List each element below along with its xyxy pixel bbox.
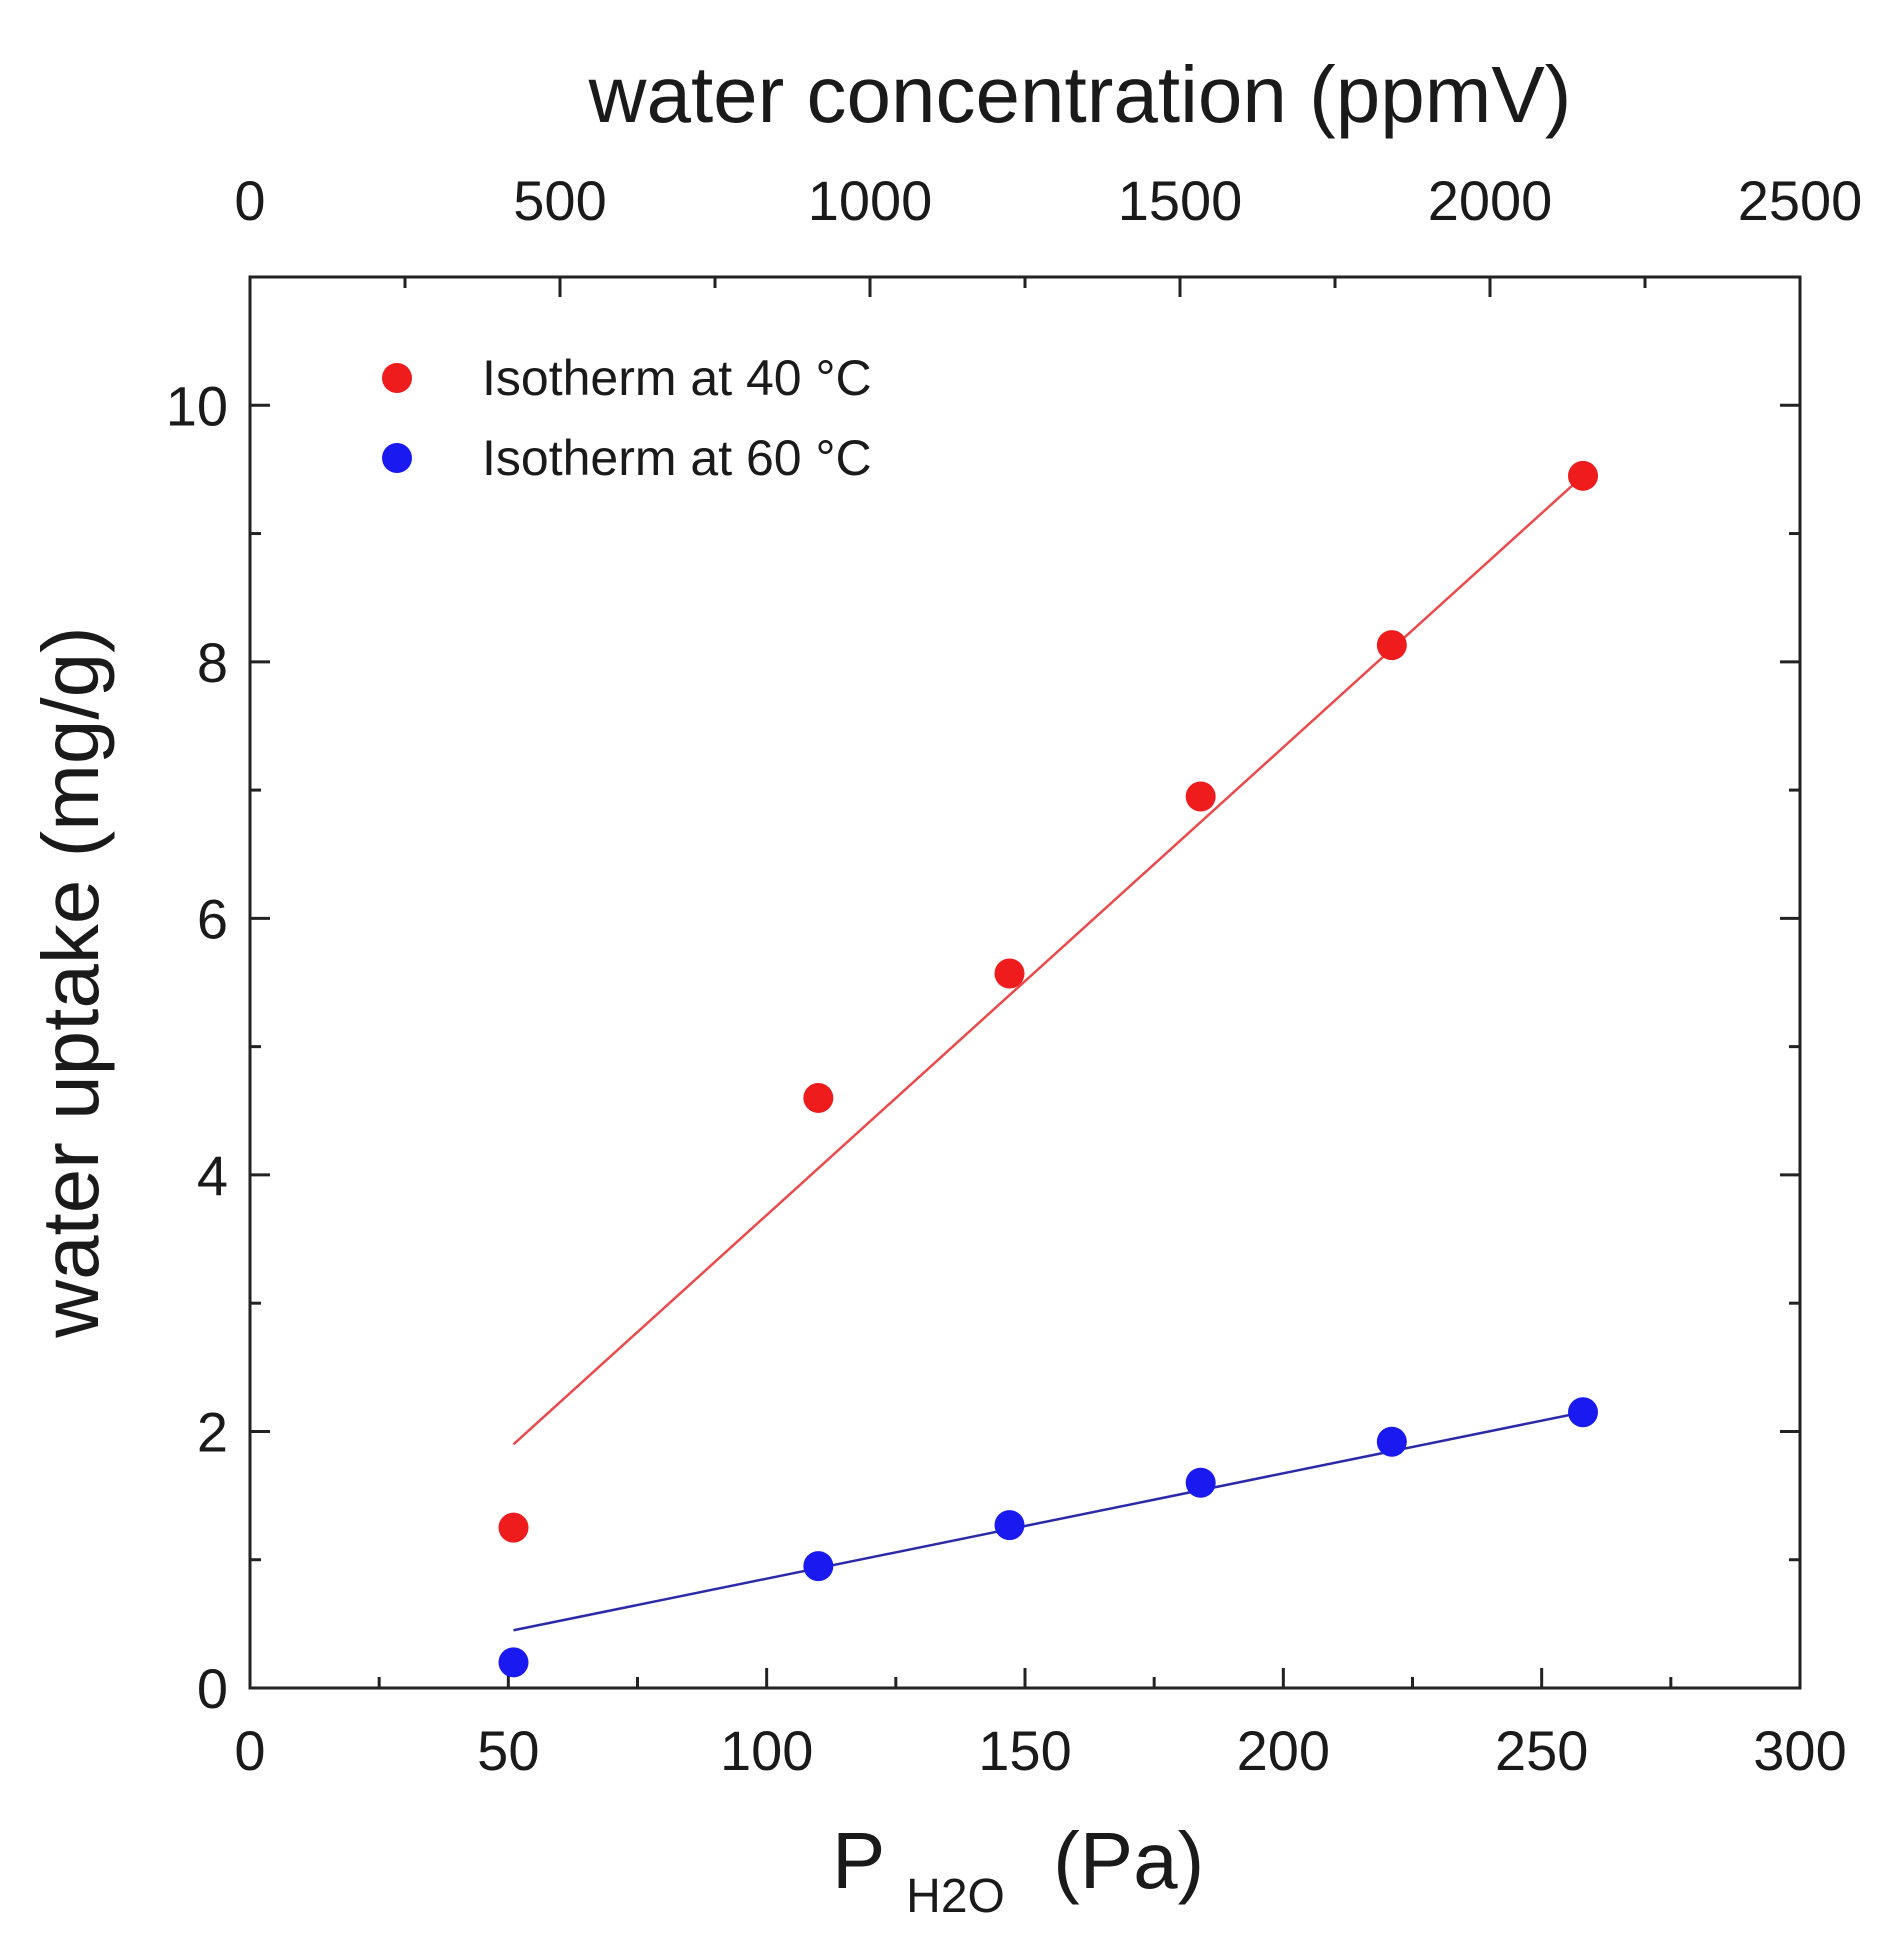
x-tick-label: 250 — [1495, 1719, 1588, 1782]
data-point-series-2 — [1568, 1397, 1598, 1428]
top-tick-label: 2000 — [1428, 169, 1553, 232]
x-axis-title-unit: (Pa) — [1053, 1816, 1204, 1905]
data-point-series-1 — [1185, 781, 1216, 812]
data-point-series-1 — [498, 1512, 529, 1543]
x-tick-label: 0 — [234, 1719, 265, 1782]
top-tick-label: 0 — [234, 169, 265, 232]
y-tick-label: 6 — [197, 887, 228, 950]
x-tick-label: 100 — [720, 1719, 813, 1782]
data-point-series-2 — [803, 1551, 834, 1582]
legend-label-series-1: Isotherm at 40 °C — [482, 350, 872, 406]
y-tick-label: 4 — [197, 1144, 228, 1207]
x-tick-label: 50 — [477, 1719, 539, 1782]
fit-lines — [512, 474, 1584, 1632]
top-tick-label: 1500 — [1118, 169, 1243, 232]
legend-marker-series-2 — [382, 443, 412, 473]
top-tick-label: 1000 — [808, 169, 933, 232]
top-tick-label: 2500 — [1738, 169, 1863, 232]
data-points — [498, 460, 1598, 1678]
fit-line-series-2 — [513, 1410, 1584, 1632]
y-tick-label: 10 — [166, 374, 228, 437]
x-axis-title-subscript: H2O — [906, 1870, 1005, 1923]
data-point-series-1 — [1376, 630, 1407, 661]
data-point-series-2 — [994, 1510, 1025, 1541]
y-tick-label: 0 — [197, 1657, 228, 1720]
legend-label-series-2: Isotherm at 60 °C — [482, 430, 872, 486]
x-tick-label: 150 — [978, 1719, 1071, 1782]
top-axis-title: water concentration (ppmV) — [588, 50, 1572, 139]
x-tick-label: 300 — [1753, 1719, 1846, 1782]
x-axis-title-main: P — [832, 1816, 884, 1905]
data-point-series-2 — [498, 1647, 529, 1678]
x-axis-title: P H2O (Pa) — [832, 1816, 1204, 1929]
data-point-series-2 — [1376, 1426, 1407, 1457]
fit-line-series-1 — [512, 474, 1584, 1446]
y-tick-label: 2 — [197, 1400, 228, 1463]
data-point-series-1 — [994, 958, 1025, 989]
legend-marker-series-1 — [382, 363, 412, 393]
data-point-series-1 — [1568, 460, 1598, 491]
x-tick-label: 200 — [1237, 1719, 1330, 1782]
data-point-series-1 — [803, 1082, 834, 1113]
y-tick-label: 8 — [197, 631, 228, 694]
legend: Isotherm at 40 °C Isotherm at 60 °C — [382, 350, 872, 486]
top-tick-label: 500 — [513, 169, 606, 232]
data-point-series-2 — [1185, 1467, 1216, 1498]
ticks-layer: 0 50 100 150 200 250 300 0 500 1000 1500 2000 2500 0 2… — [166, 169, 1863, 1782]
y-axis-title: water uptake (mg/g) — [26, 626, 115, 1338]
